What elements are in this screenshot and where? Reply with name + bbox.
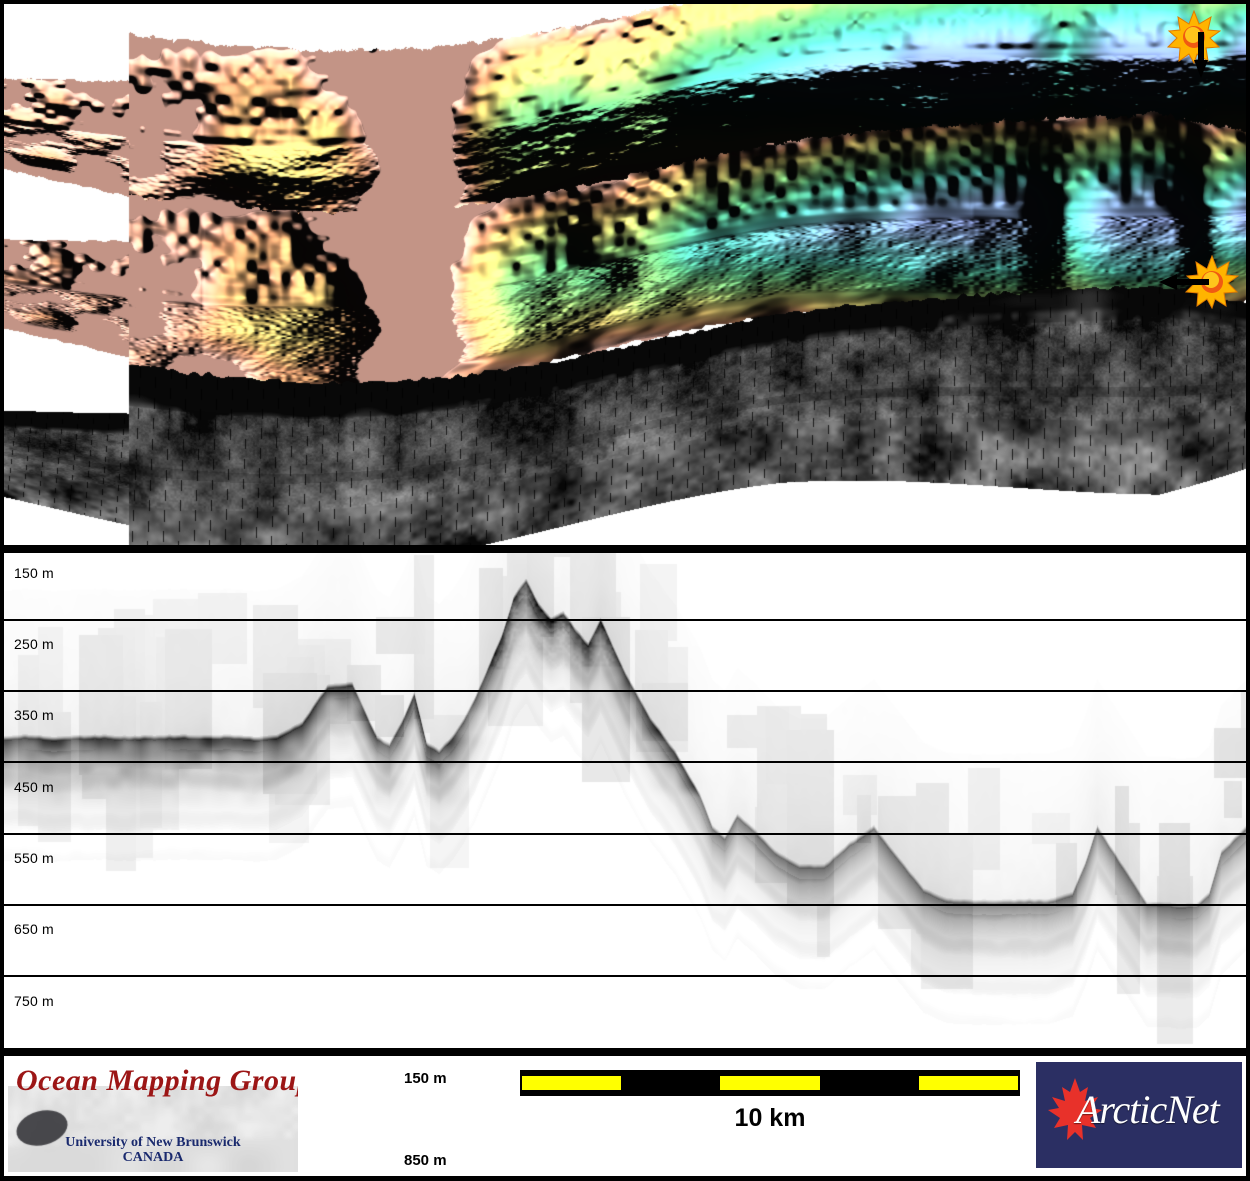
omg-subtitle: University of New Brunswick CANADA bbox=[8, 1135, 298, 1165]
scale-bar bbox=[520, 1070, 1020, 1096]
gridline-650 bbox=[4, 904, 1246, 906]
scale-bar-group: 10 km bbox=[520, 1070, 1025, 1160]
divider-profile-footer bbox=[0, 1048, 1250, 1056]
scale-segment-3 bbox=[720, 1076, 820, 1090]
gridline-550 bbox=[4, 833, 1246, 835]
footer-panel: Ocean Mapping Group University of New Br… bbox=[4, 1056, 1246, 1176]
maple-leaf-icon bbox=[1044, 1076, 1106, 1142]
arcticnet-wordmark: ArcticNet bbox=[1076, 1087, 1220, 1132]
scale-bar-label: 10 km bbox=[734, 1104, 806, 1132]
sun-icon-middle bbox=[1185, 255, 1239, 309]
depth-label-350: 350 m bbox=[14, 707, 54, 723]
ocean-mapping-group-logo: Ocean Mapping Group University of New Br… bbox=[8, 1060, 298, 1172]
colorbar-label-shallow: 150 m bbox=[404, 1070, 447, 1087]
gridline-350 bbox=[4, 690, 1246, 692]
gridline-750 bbox=[4, 975, 1246, 977]
depth-label-250: 250 m bbox=[14, 636, 54, 652]
scale-segment-1 bbox=[522, 1076, 622, 1090]
scale-segment-2 bbox=[621, 1076, 721, 1090]
gridline-250 bbox=[4, 619, 1246, 621]
arrow-down-icon bbox=[1194, 32, 1208, 78]
depth-colorbar: 150 m 850 m bbox=[360, 1066, 470, 1171]
map-panel bbox=[4, 4, 1246, 545]
scale-segment-5 bbox=[918, 1076, 1019, 1090]
arcticnet-logo: ArcticNet bbox=[1036, 1062, 1242, 1168]
divider-maps-profile bbox=[0, 545, 1250, 553]
frame-bottom bbox=[0, 1176, 1250, 1181]
colorbar-gradient bbox=[360, 1066, 396, 1170]
arrow-left-icon bbox=[1159, 274, 1209, 290]
sun-icon-top bbox=[1167, 10, 1221, 64]
depth-label-450: 450 m bbox=[14, 779, 54, 795]
depth-label-750: 750 m bbox=[14, 993, 54, 1009]
profile-trace bbox=[4, 553, 1246, 1048]
gridline-450 bbox=[4, 761, 1246, 763]
omg-title: Ocean Mapping Group bbox=[16, 1064, 298, 1097]
depth-label-650: 650 m bbox=[14, 921, 54, 937]
frame-left bbox=[0, 0, 4, 1181]
depth-label-550: 550 m bbox=[14, 850, 54, 866]
frame-top bbox=[0, 0, 1250, 4]
bathymetry-backscatter-mosaic bbox=[4, 4, 1246, 545]
omg-photo-backdrop bbox=[8, 1086, 298, 1172]
omg-university: University of New Brunswick bbox=[65, 1135, 241, 1150]
scale-segment-4 bbox=[819, 1076, 919, 1090]
omg-country: CANADA bbox=[122, 1149, 184, 1165]
sub-bottom-profile-panel: 150 m 250 m 350 m 450 m 550 m 650 m 750 … bbox=[4, 553, 1246, 1048]
colorbar-label-deep: 850 m bbox=[404, 1152, 447, 1169]
frame-right bbox=[1246, 0, 1250, 1181]
depth-label-150: 150 m bbox=[14, 565, 54, 581]
